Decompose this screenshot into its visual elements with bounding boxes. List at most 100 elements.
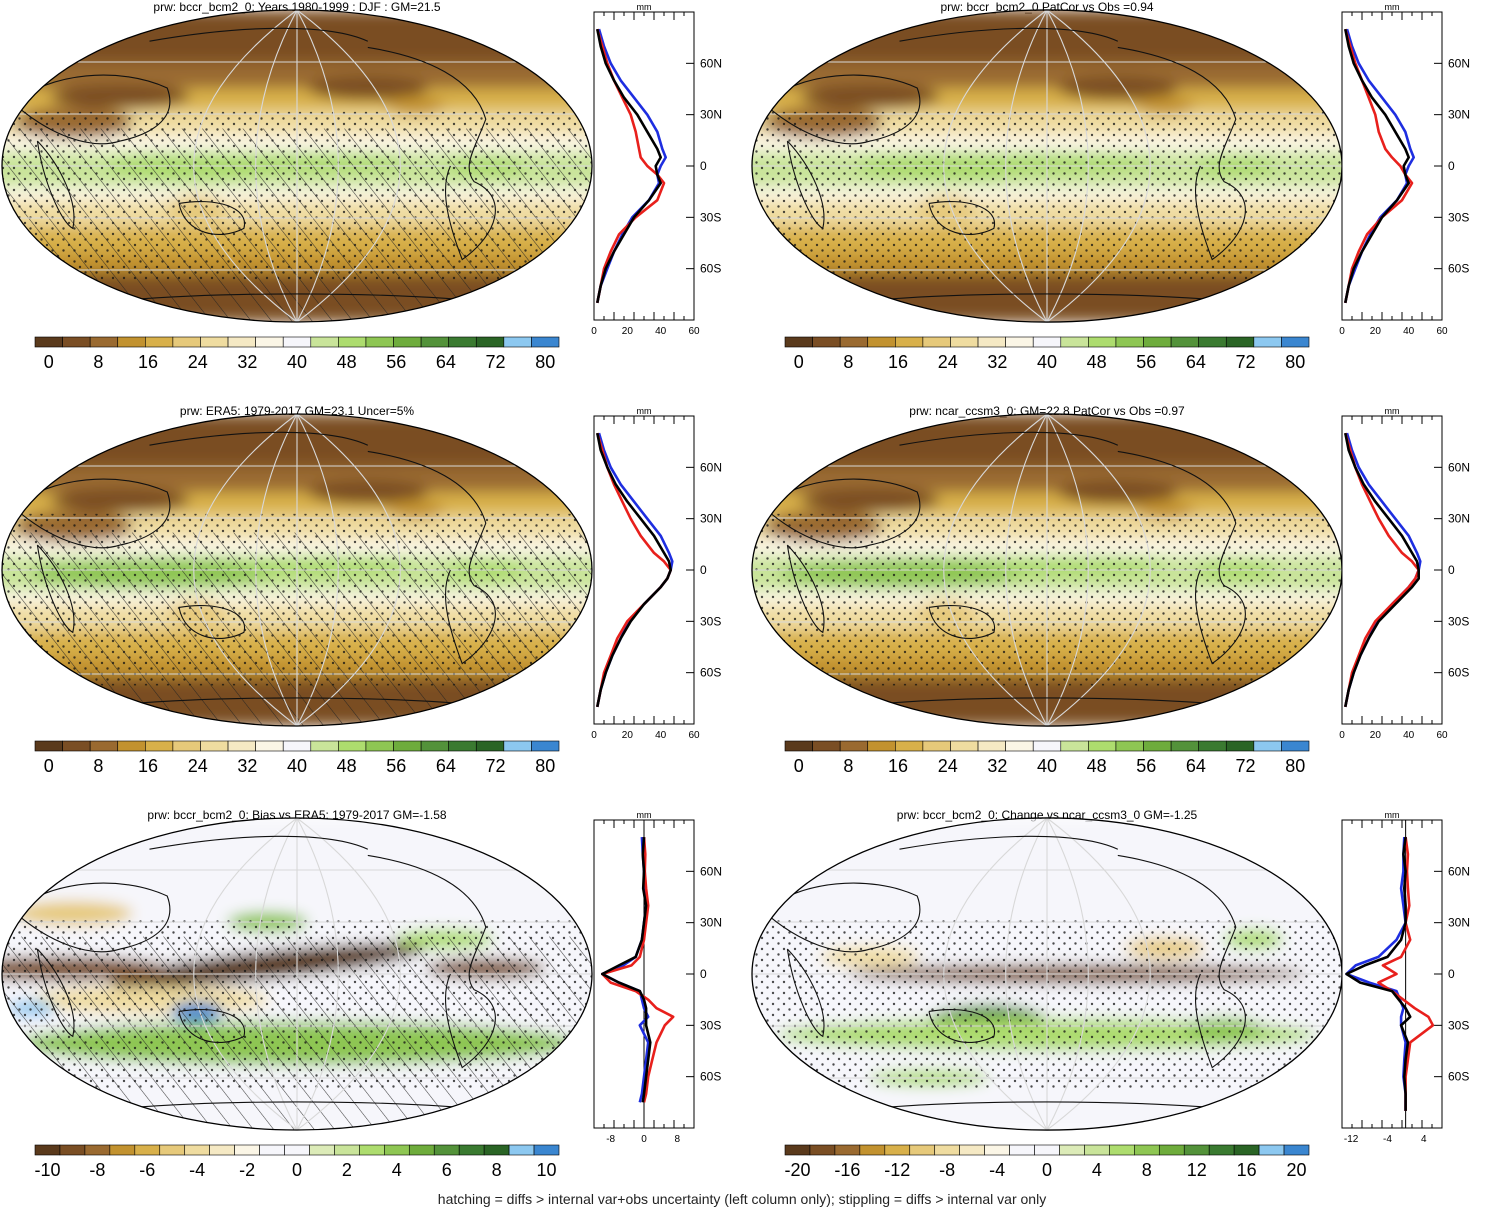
colorbar-swatch <box>867 740 896 752</box>
profile-xtick-label: 0 <box>591 326 597 337</box>
colorbar-tick-label: 24 <box>938 352 958 372</box>
colorbar-swatch <box>834 1144 861 1156</box>
colorbar-swatch <box>448 336 477 348</box>
profile-xtick-label: 20 <box>1370 326 1382 337</box>
colorbar-swatch <box>259 1144 285 1156</box>
colorbar-swatch <box>282 740 312 752</box>
colorbar-tick-label: 56 <box>386 352 406 372</box>
profile-lat-label: 60N <box>700 56 722 70</box>
colorbar-swatch <box>1060 740 1089 752</box>
colorbar-tick-label: 0 <box>44 756 54 776</box>
colorbar-tick-label: 0 <box>794 756 804 776</box>
colorbar-swatch <box>959 1144 985 1156</box>
colorbar-swatch <box>234 1144 260 1156</box>
profile-xtick-label: 0 <box>1339 730 1345 741</box>
profile-xtick-label: -12 <box>1344 1134 1359 1145</box>
colorbar-swatch <box>1109 1144 1135 1156</box>
profile-xtick-label: 60 <box>688 326 700 337</box>
profile-line-black <box>1344 432 1420 708</box>
profile-lat-label: 30S <box>1448 210 1469 224</box>
colorbar-swatch <box>839 740 869 752</box>
colorbar-tick-label: 64 <box>1186 352 1206 372</box>
colorbar-swatch <box>1115 740 1144 752</box>
profile-lat-label: 30N <box>700 512 722 526</box>
colorbar-swatch <box>365 740 394 752</box>
colorbar-swatch <box>950 336 979 348</box>
colorbar-tick-label: 48 <box>337 756 357 776</box>
profile-xtick-label: 40 <box>1403 326 1415 337</box>
colorbar-swatch <box>109 1144 136 1156</box>
colorbar-tick-label: 4 <box>392 1160 402 1180</box>
colorbar-swatch <box>310 740 339 752</box>
colorbar-swatch <box>1198 740 1227 752</box>
colorbar-swatch <box>1233 1144 1260 1156</box>
colorbar-tick-label: 2 <box>342 1160 352 1180</box>
profile-unit: mm <box>637 2 652 12</box>
colorbar-swatch <box>393 740 422 752</box>
colorbar-tick-label: 16 <box>888 352 908 372</box>
profile-lat-label: 30N <box>1448 512 1470 526</box>
colorbar-swatch <box>1115 336 1144 348</box>
colorbar-tick-label: 48 <box>1087 352 1107 372</box>
colorbar-swatch <box>1281 740 1310 752</box>
colorbar-swatch <box>1034 1144 1060 1156</box>
colorbar-swatch <box>1084 1144 1110 1156</box>
colorbar-swatch <box>334 1144 360 1156</box>
colorbar-swatch <box>1208 1144 1235 1156</box>
colorbar-tick-label: -4 <box>189 1160 205 1180</box>
colorbar-tick-label: 16 <box>888 756 908 776</box>
colorbar-swatch <box>809 1144 836 1156</box>
colorbar-swatch <box>433 1144 460 1156</box>
profile-xtick-label: -4 <box>1383 1134 1392 1145</box>
colorbar-tick-label: 24 <box>938 756 958 776</box>
profile-lat-label: 60S <box>700 1070 721 1084</box>
colorbar-swatch <box>1170 336 1199 348</box>
colorbar-swatch <box>145 336 174 348</box>
colorbar-swatch <box>475 336 505 348</box>
colorbar-swatch <box>950 740 979 752</box>
colorbar-tick-label: 8 <box>843 352 853 372</box>
colorbar-swatch <box>89 336 119 348</box>
profile-line-black <box>1344 28 1410 304</box>
colorbar-tick-label: 80 <box>535 756 555 776</box>
colorbar-tick-label: -12 <box>884 1160 910 1180</box>
profile-lat-label: 30S <box>1448 614 1469 628</box>
colorbar-tick-label: 16 <box>1237 1160 1257 1180</box>
profile-line-black <box>601 837 652 1103</box>
colorbar-swatch <box>448 740 477 752</box>
profile-xtick-label: 20 <box>622 326 634 337</box>
colorbar-swatch <box>784 1144 811 1156</box>
panel-p2: prw: bccr_bcm2_0 PatCor vs Obs =0.94 mm 0 2… <box>751 0 1470 372</box>
colorbar-swatch <box>365 336 394 348</box>
colorbar-tick-label: 40 <box>287 756 307 776</box>
profile-xtick-label: -8 <box>606 1134 615 1145</box>
profile-lat-label: 60S <box>1448 666 1469 680</box>
colorbar-swatch <box>784 336 813 348</box>
colorbar-tick-label: -8 <box>89 1160 105 1180</box>
colorbar-tick-label: 64 <box>1186 756 1206 776</box>
colorbar-swatch <box>284 1144 310 1156</box>
profile-xtick-label: 60 <box>1436 730 1448 741</box>
colorbar-swatch <box>1032 336 1062 348</box>
profile-unit: mm <box>637 810 652 820</box>
colorbar-tick-label: 0 <box>292 1160 302 1180</box>
colorbar-tick-label: 56 <box>1136 756 1156 776</box>
colorbar-tick-label: 12 <box>1187 1160 1207 1180</box>
profile-lat-label: 0 <box>700 563 707 577</box>
colorbar-swatch <box>934 1144 960 1156</box>
colorbar-tick-label: -10 <box>34 1160 60 1180</box>
profile-lat-label: 30S <box>700 1018 721 1032</box>
colorbar-swatch <box>1060 336 1089 348</box>
colorbar-tick-label: 10 <box>537 1160 557 1180</box>
colorbar-swatch <box>784 740 813 752</box>
colorbar-swatch <box>359 1144 385 1156</box>
colorbar-swatch <box>922 740 951 752</box>
profile-lat-label: 30N <box>1448 108 1470 122</box>
colorbar-tick-label: 80 <box>1285 756 1305 776</box>
colorbar-swatch <box>282 336 312 348</box>
profile-line-blue <box>1345 837 1407 1111</box>
colorbar-swatch <box>1253 336 1282 348</box>
colorbar-swatch <box>227 740 256 752</box>
profile-xtick-label: 0 <box>1339 326 1345 337</box>
profile-lat-label: 30S <box>700 210 721 224</box>
